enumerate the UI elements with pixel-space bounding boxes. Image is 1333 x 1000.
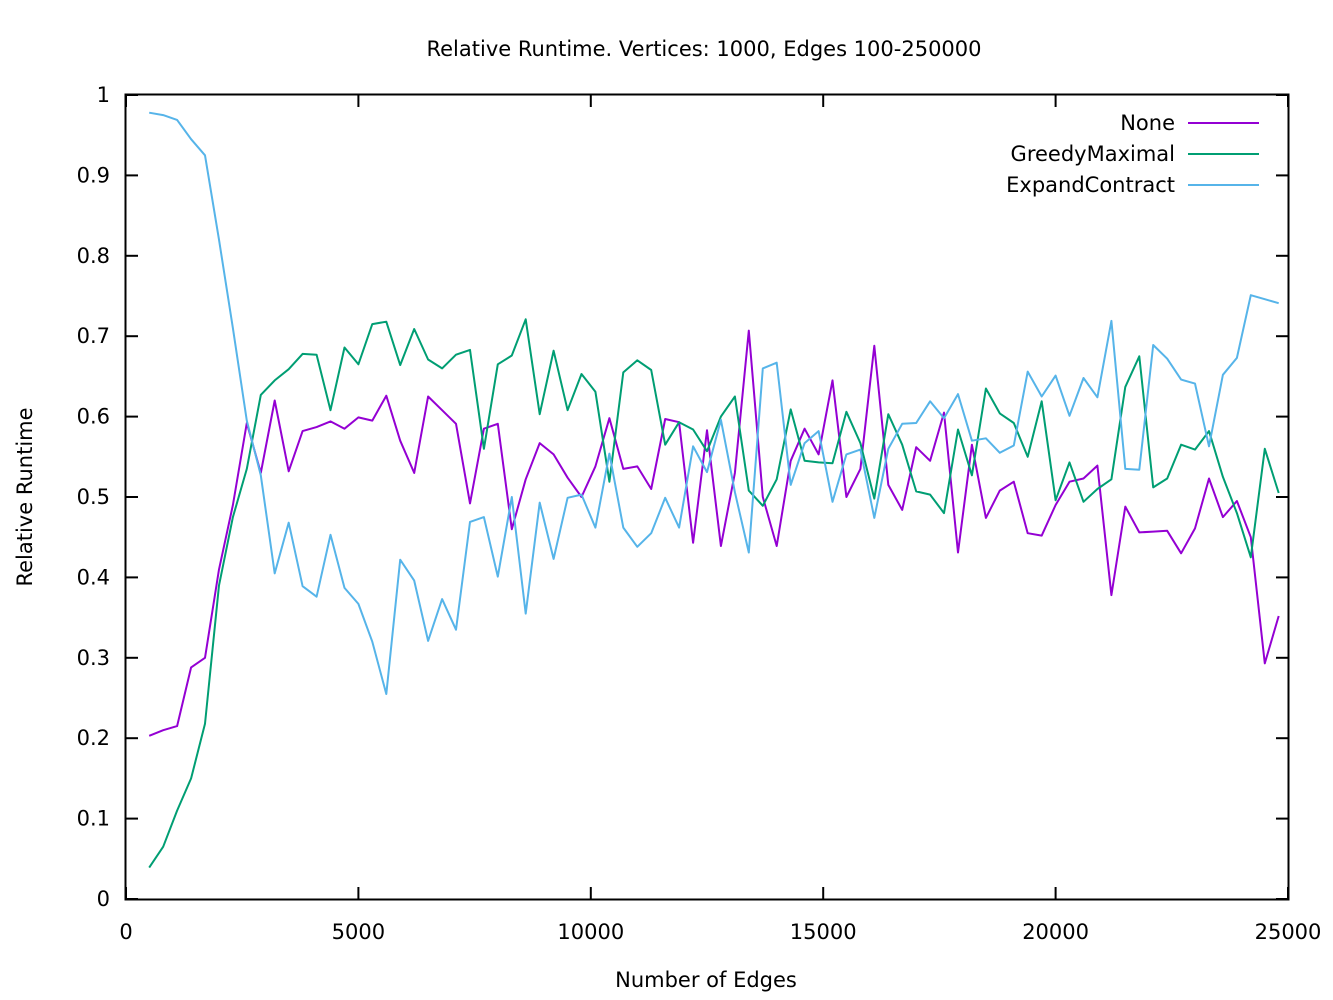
plot-border — [124, 93, 1290, 901]
y-tick-label: 0.8 — [77, 244, 110, 268]
y-tick-label: 0.5 — [77, 485, 110, 509]
x-tick-label: 5000 — [332, 920, 385, 944]
chart-title: Relative Runtime. Vertices: 1000, Edges … — [426, 37, 981, 61]
legend: None GreedyMaximal ExpandContract — [1006, 111, 1259, 197]
y-tick-label: 0.9 — [77, 163, 110, 187]
y-tick-label: 0.4 — [77, 565, 110, 589]
y-axis-label: Relative Runtime — [13, 407, 37, 586]
legend-label: None — [1120, 111, 1175, 135]
y-tick-label: 0 — [97, 887, 110, 911]
x-tick-label: 25000 — [1255, 920, 1322, 944]
ticks-layer: 0 5000 10000 15000 20000 25000 0 0.1 0.2 0.3 0.4 0.… — [77, 83, 1322, 944]
x-tick-label: 0 — [119, 920, 132, 944]
y-tick-label: 0.7 — [77, 324, 110, 348]
y-tick-label: 0.2 — [77, 726, 110, 750]
series-line-expandcontract — [149, 111, 1279, 695]
series-layer — [148, 111, 1280, 869]
x-tick-label: 20000 — [1022, 920, 1089, 944]
y-tick-label: 0.3 — [77, 646, 110, 670]
x-axis-label: Number of Edges — [615, 968, 797, 992]
y-tick-label: 1 — [97, 83, 110, 107]
y-tick-label: 0.1 — [77, 807, 110, 831]
legend-label: GreedyMaximal — [1011, 142, 1175, 166]
y-tick-label: 0.6 — [77, 405, 110, 429]
x-tick-label: 10000 — [557, 920, 624, 944]
legend-label: ExpandContract — [1006, 173, 1175, 197]
x-tick-label: 15000 — [790, 920, 857, 944]
series-line-greedymaximal — [148, 318, 1280, 869]
series-line-none — [148, 329, 1280, 737]
